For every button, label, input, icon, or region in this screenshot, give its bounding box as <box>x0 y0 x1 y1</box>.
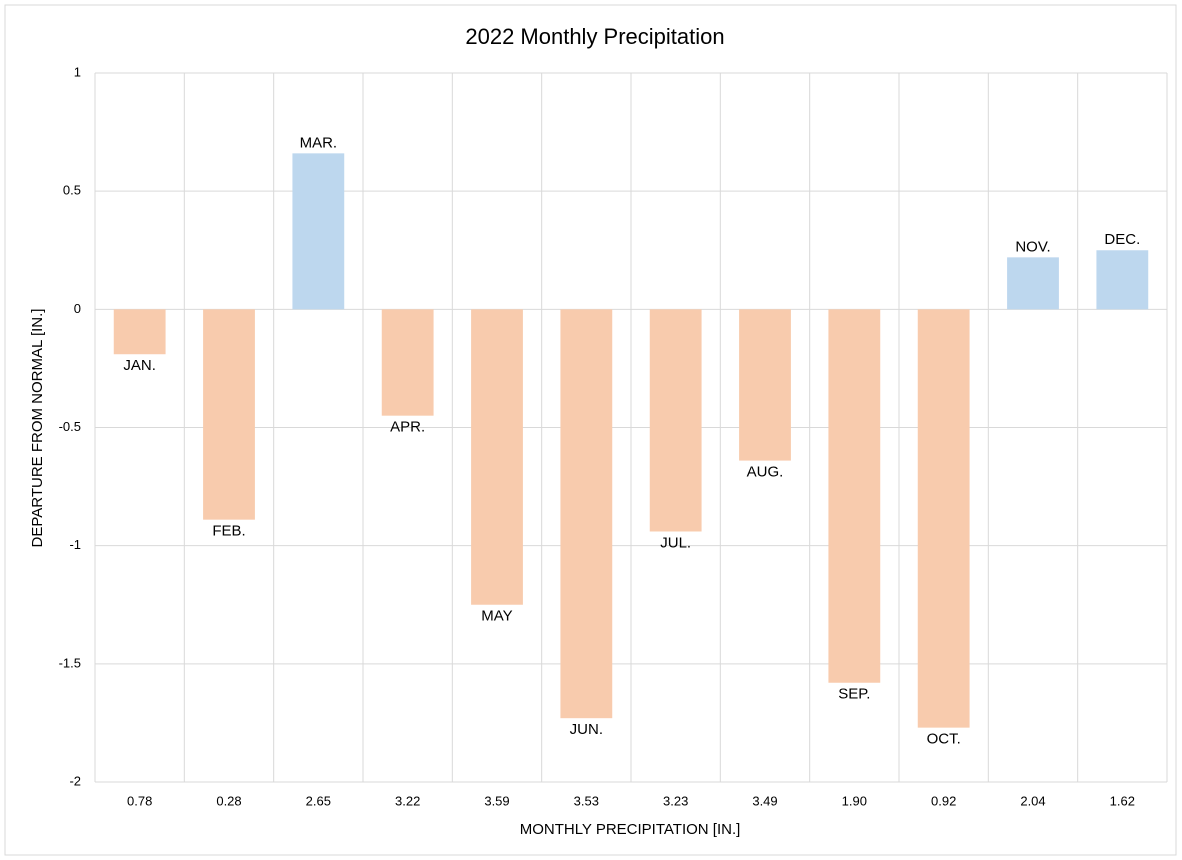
y-tick-label: -1.5 <box>59 655 81 670</box>
y-tick-label: 0.5 <box>63 183 81 198</box>
bar <box>649 309 702 532</box>
x-tick-label: 1.62 <box>1110 793 1135 808</box>
data-label: MAR. <box>300 134 338 151</box>
data-label: APR. <box>390 419 425 436</box>
y-tick-label: -2 <box>69 773 81 788</box>
bar <box>203 309 255 520</box>
bar <box>560 309 613 719</box>
x-tick-label: 2.04 <box>1020 793 1045 808</box>
x-tick-label: 0.28 <box>216 793 241 808</box>
x-tick-label: 3.53 <box>574 793 599 808</box>
x-tick-label: 0.92 <box>931 793 956 808</box>
x-axis-title: MONTHLY PRECIPITATION [IN.] <box>520 821 741 838</box>
y-tick-label: 0 <box>74 301 81 316</box>
data-label: OCT. <box>927 731 961 748</box>
y-tick-label: 1 <box>74 64 81 79</box>
data-label: AUG. <box>747 464 784 481</box>
bar <box>1096 250 1149 310</box>
y-tick-label: -0.5 <box>59 419 81 434</box>
x-tick-label: 3.23 <box>663 793 688 808</box>
x-tick-label: 3.59 <box>484 793 509 808</box>
y-axis-title: DEPARTURE FROM NORMAL [IN.] <box>29 309 46 548</box>
chart-title: 2022 Monthly Precipitation <box>465 24 724 49</box>
bar <box>381 309 434 416</box>
x-tick-label: 2.65 <box>306 793 331 808</box>
bar <box>917 309 970 728</box>
data-label: JAN. <box>123 357 156 374</box>
x-tick-label: 1.90 <box>842 793 867 808</box>
data-label: JUL. <box>660 534 691 551</box>
data-label: MAY <box>481 608 512 625</box>
bar <box>828 309 881 683</box>
x-tick-label: 3.22 <box>395 793 420 808</box>
bar <box>292 153 345 310</box>
x-tick-label: 3.49 <box>752 793 777 808</box>
data-label: SEP. <box>838 686 870 703</box>
data-label: FEB. <box>212 523 245 540</box>
bar <box>739 309 791 461</box>
data-label: DEC. <box>1104 231 1140 248</box>
bar <box>113 309 166 355</box>
x-tick-label: 0.78 <box>127 793 152 808</box>
bar <box>471 309 523 605</box>
y-tick-label: -1 <box>69 537 81 552</box>
data-label: NOV. <box>1015 238 1050 255</box>
bar <box>1007 257 1059 310</box>
data-label: JUN. <box>570 721 603 738</box>
